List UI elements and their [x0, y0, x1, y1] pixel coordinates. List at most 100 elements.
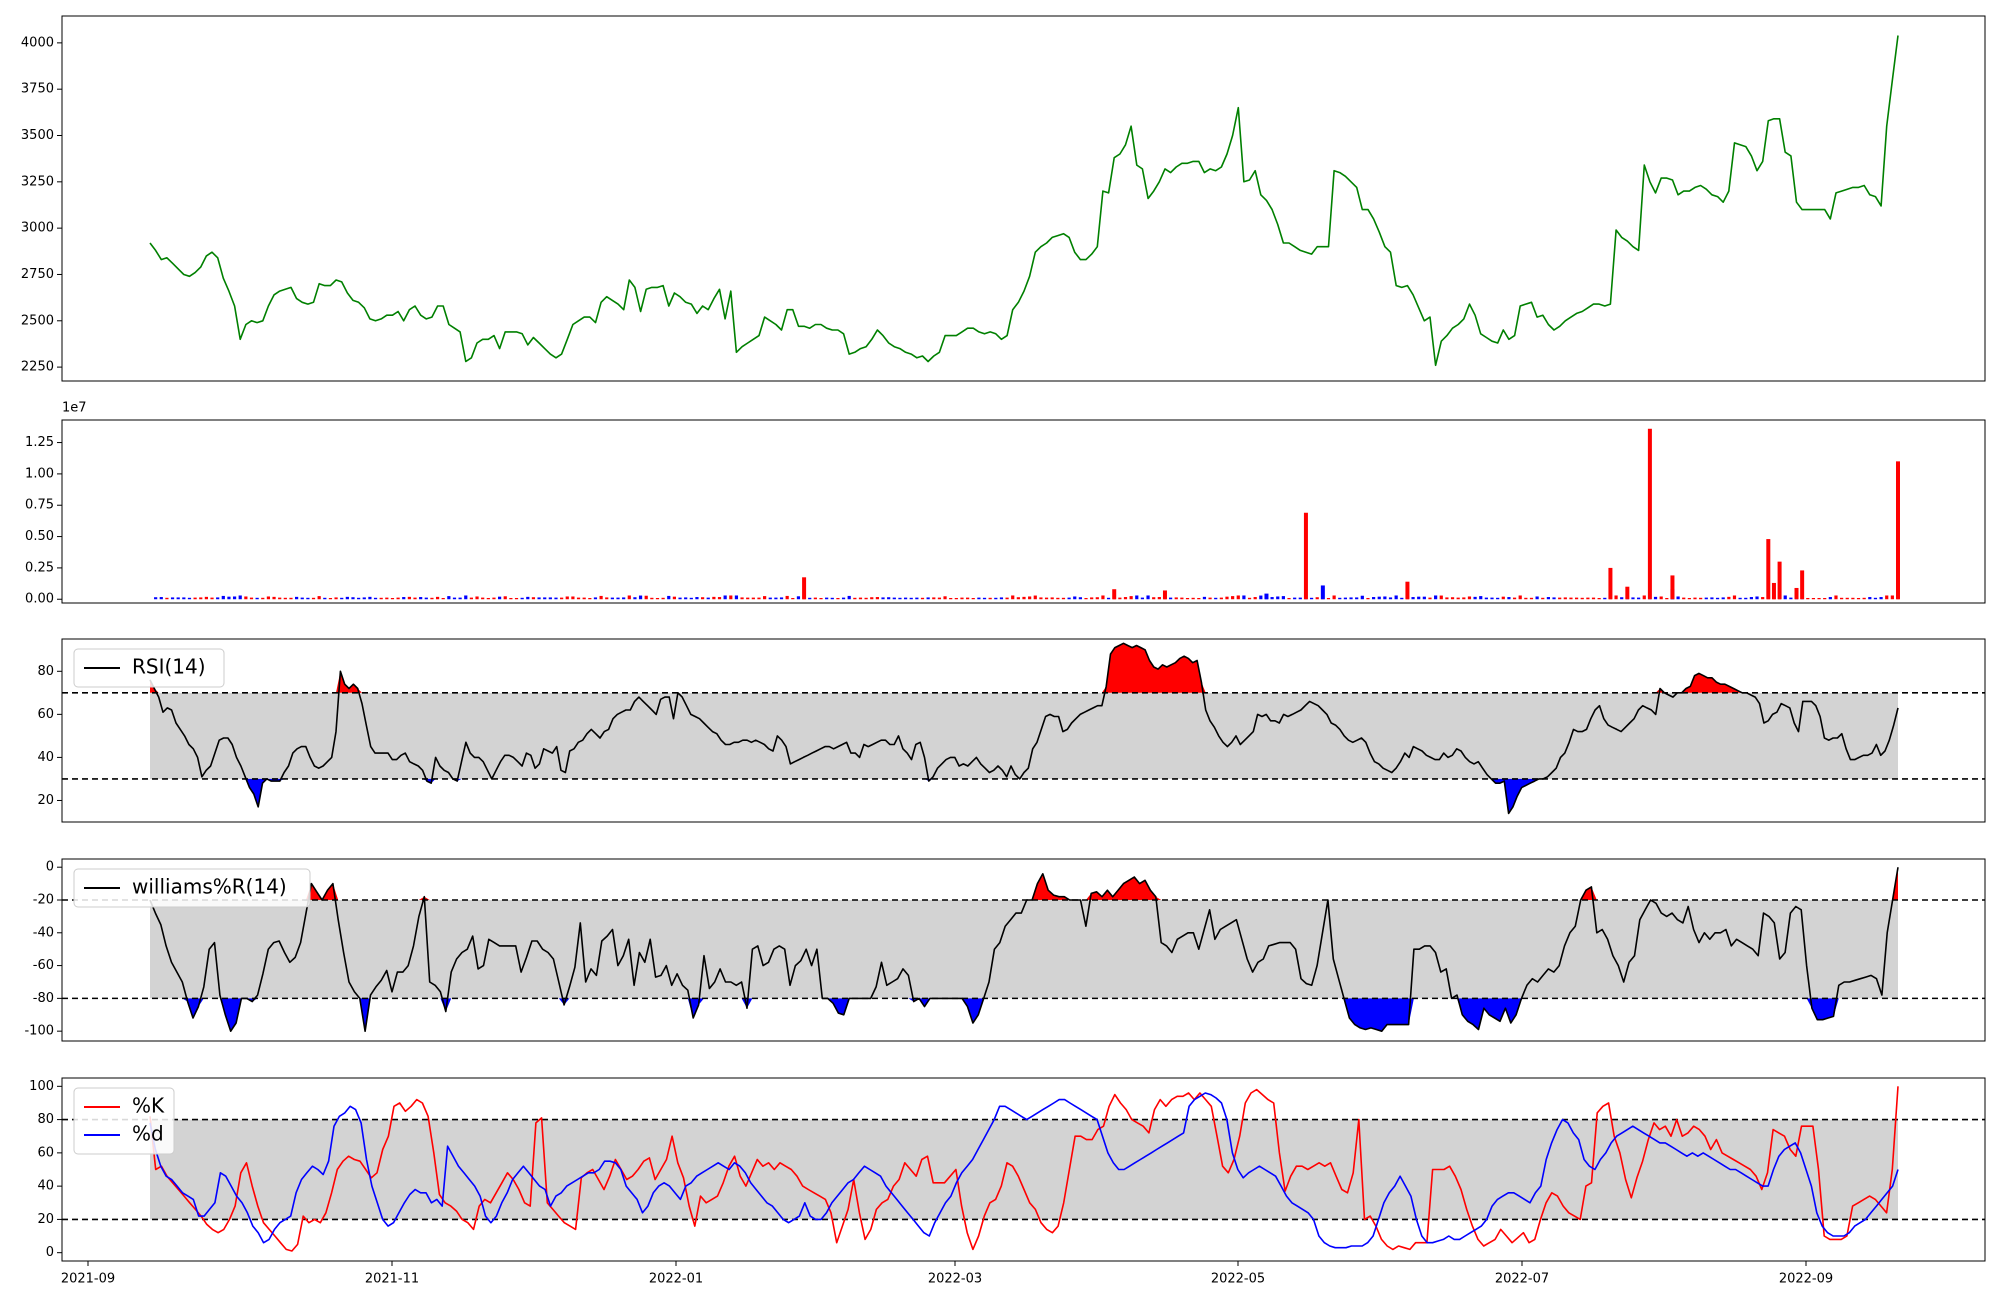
volume-bar	[283, 597, 287, 600]
volume-bar	[1783, 595, 1787, 600]
volume-bar	[1118, 597, 1122, 600]
legend-label-williams: williams%R(14)	[132, 875, 287, 899]
volume-bar	[351, 597, 355, 600]
volume-bar	[870, 597, 874, 600]
volume-bar	[1721, 597, 1725, 600]
volume-bar	[1298, 597, 1302, 600]
volume-bar-peak	[1896, 461, 1900, 600]
volume-bar	[345, 596, 349, 600]
volume-bar	[379, 597, 383, 600]
volume-bar-peak	[1405, 581, 1410, 600]
legend-box-rsi	[73, 648, 225, 688]
xtick-label: 2022-07	[1495, 1272, 1549, 1287]
volume-bar	[1552, 597, 1556, 600]
volume-bar	[266, 596, 271, 600]
volume-bar	[1349, 597, 1353, 600]
ytick-label-williams: -100	[24, 1024, 54, 1039]
volume-bar	[424, 597, 428, 600]
volume-bar	[548, 597, 552, 600]
ytick-label-volume: 0.25	[25, 560, 54, 575]
volume-bar	[498, 596, 502, 600]
volume-bar	[1056, 597, 1060, 600]
volume-bar	[1450, 597, 1455, 600]
volume-bar-peak	[1608, 567, 1613, 600]
volume-bar	[1191, 597, 1195, 600]
ytick-label-williams: -80	[33, 991, 54, 1006]
ytick-label-williams: -40	[33, 925, 54, 940]
volume-bar	[1388, 597, 1393, 600]
volume-bar	[1247, 597, 1252, 600]
volume-bar	[1665, 597, 1669, 600]
volume-bar	[481, 597, 485, 600]
volume-bar	[1535, 596, 1539, 600]
volume-bar	[599, 595, 603, 600]
volume-bar	[1473, 596, 1477, 600]
volume-bar	[1135, 595, 1139, 600]
volume-bar	[593, 597, 598, 600]
volume-bar	[255, 597, 259, 600]
ytick-label-price: 3500	[21, 128, 54, 143]
ytick-label-volume: 0.50	[25, 529, 54, 544]
legend-layer: RSI(14) williams%R(14) %K %d	[73, 648, 311, 1155]
volume-bar	[616, 597, 620, 600]
volume-bar	[176, 597, 180, 600]
ytick-label-stochastic: 80	[37, 1112, 54, 1127]
legend-box-williams	[73, 868, 311, 908]
volume-bar	[1400, 597, 1404, 600]
volume-bar	[898, 597, 902, 600]
volume-bar	[204, 596, 208, 600]
volume-bar	[1727, 596, 1731, 600]
volume-bar	[1377, 596, 1381, 600]
ytick-label-rsi: 60	[37, 707, 54, 722]
volume-bar	[763, 596, 767, 600]
xtick-label: 2022-03	[928, 1272, 982, 1287]
rsi-line	[149, 642, 1899, 815]
volume-bar	[954, 597, 958, 600]
volume-bar	[1366, 597, 1370, 600]
volume-bar	[1028, 596, 1032, 600]
volume-bar	[1259, 595, 1263, 600]
axes-frame-rsi	[61, 638, 1986, 823]
volume-bar	[1332, 595, 1336, 600]
volume-bar	[1169, 597, 1173, 600]
volume-bar	[1732, 595, 1737, 600]
volume-bar	[740, 597, 744, 600]
volume-bar	[1851, 597, 1855, 600]
volume-bar	[1687, 597, 1691, 600]
volume-bar	[1022, 596, 1026, 600]
volume-bar	[1862, 597, 1866, 600]
xtick-label: 2022-09	[1779, 1272, 1833, 1287]
volume-bar	[1761, 597, 1765, 600]
volume-bar	[655, 597, 660, 600]
ytick-label-volume: 1.25	[25, 435, 54, 450]
volume-bar	[920, 597, 925, 600]
volume-bar	[452, 597, 457, 600]
volume-bar	[537, 597, 541, 600]
volume-bar	[988, 597, 992, 600]
ytick-label-price: 2250	[21, 360, 54, 375]
volume-bar	[261, 597, 265, 600]
volume-bar	[712, 596, 716, 600]
volume-bar	[1603, 597, 1607, 600]
volume-bar	[1214, 597, 1218, 600]
volume-bar	[1541, 597, 1545, 600]
volume-bar	[1845, 597, 1849, 600]
volume-bar	[1445, 597, 1449, 600]
volume-bar	[1152, 597, 1156, 600]
volume-bar	[182, 597, 186, 600]
volume-bar	[1840, 597, 1844, 600]
volume-bar	[1383, 596, 1387, 600]
volume-bar	[1546, 597, 1550, 600]
volume-bar	[672, 596, 676, 600]
volume-bar	[1642, 595, 1646, 600]
volume-bar-peak	[1112, 589, 1117, 600]
volume-bar	[966, 597, 970, 600]
volume-bar	[357, 597, 361, 600]
volume-bar	[1180, 597, 1184, 600]
volume-bar	[949, 597, 953, 600]
volume-bar	[1084, 597, 1088, 600]
volume-bar	[159, 597, 163, 600]
volume-bar	[1574, 597, 1579, 600]
volume-bar	[1360, 595, 1364, 600]
volume-bar	[300, 597, 304, 600]
